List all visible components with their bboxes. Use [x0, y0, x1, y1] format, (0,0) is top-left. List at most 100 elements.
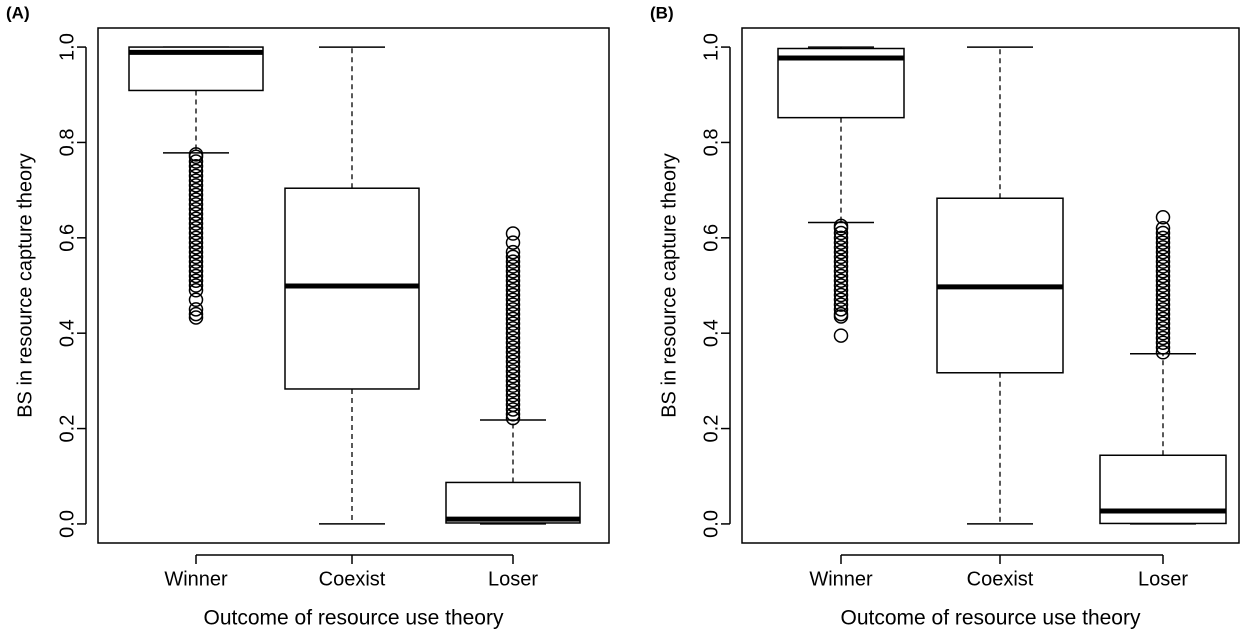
outlier: [505, 316, 521, 331]
outlier: [188, 225, 204, 241]
outlier: [188, 310, 204, 325]
outlier: [1155, 221, 1171, 236]
outlier: [505, 254, 521, 269]
outlier: [188, 268, 204, 284]
outlier: [188, 292, 204, 308]
outlier: [188, 221, 204, 236]
x-tick-label: Winner: [809, 568, 873, 590]
outlier: [833, 249, 849, 265]
outlier: [1155, 273, 1171, 288]
outlier: [1155, 302, 1171, 317]
outlier: [505, 249, 521, 265]
x-axis-label: Outcome of resource use theory: [204, 607, 504, 630]
outlier: [505, 330, 521, 346]
y-tick-label: 0.0: [700, 510, 722, 538]
outlier: [188, 173, 204, 188]
outlier: [833, 268, 849, 284]
outlier: [505, 407, 521, 422]
outlier: [1155, 268, 1171, 284]
y-tick-label: 1.0: [56, 33, 78, 61]
outlier: [833, 292, 849, 308]
outlier: [188, 187, 204, 203]
outlier: [1155, 254, 1171, 269]
outlier: [188, 254, 204, 269]
box: [445, 481, 581, 524]
outlier: [505, 402, 521, 417]
box: [284, 187, 420, 390]
y-axis-label: BS in resource capture theory: [14, 153, 36, 418]
outlier: [188, 240, 204, 255]
outlier: [188, 306, 204, 322]
outlier: [188, 283, 204, 298]
outlier: [833, 302, 849, 317]
y-tick-label: 0.0: [56, 510, 78, 538]
outlier: [833, 235, 849, 250]
outlier: [505, 311, 521, 327]
outlier: [833, 297, 849, 312]
outlier: [505, 392, 521, 408]
outlier: [833, 287, 849, 303]
outlier: [1155, 345, 1171, 360]
outlier: [505, 297, 521, 312]
outlier: [1155, 210, 1171, 225]
outlier: [188, 182, 204, 198]
plot-frame: [741, 27, 1240, 544]
outlier: [505, 268, 521, 284]
y-tick-label: 0.6: [700, 224, 722, 252]
outlier: [1155, 249, 1171, 265]
outlier: [1155, 283, 1171, 298]
outlier: [1155, 311, 1171, 327]
outlier: [505, 306, 521, 322]
outlier: [188, 230, 204, 246]
outlier: [188, 197, 204, 212]
outlier: [505, 349, 521, 365]
outlier: [505, 378, 521, 393]
outlier: [188, 259, 204, 274]
outlier: [833, 263, 849, 279]
outlier: [188, 163, 204, 179]
outlier: [188, 278, 204, 293]
outlier: [188, 192, 204, 207]
outlier: [188, 201, 204, 217]
outlier: [1155, 235, 1171, 250]
outlier: [505, 368, 521, 384]
x-axis-label: Outcome of resource use theory: [841, 607, 1141, 630]
outlier: [505, 359, 521, 374]
outlier: [505, 263, 521, 279]
x-tick-label: Winner: [164, 568, 228, 590]
outlier: [1155, 292, 1171, 308]
outlier: [188, 168, 204, 184]
outlier: [188, 302, 204, 317]
outlier: [505, 226, 521, 241]
x-tick-label: Coexist: [967, 568, 1034, 590]
outlier: [833, 244, 849, 260]
outlier: [505, 335, 521, 350]
outlier: [505, 235, 521, 250]
y-tick-label: 0.2: [700, 415, 722, 443]
outlier: [505, 345, 521, 360]
outlier: [188, 178, 204, 193]
y-tick-label: 0.4: [700, 319, 722, 347]
outlier: [188, 154, 204, 169]
outlier: [505, 273, 521, 288]
outlier: [188, 216, 204, 231]
x-tick-label: Loser: [488, 568, 538, 590]
outlier: [1155, 225, 1171, 241]
outlier: [1155, 340, 1171, 355]
y-tick-label: 0.6: [56, 224, 78, 252]
plot-frame: [97, 27, 610, 544]
outlier: [188, 249, 204, 265]
y-tick-label: 0.4: [56, 319, 78, 347]
x-tick-label: Coexist: [319, 568, 386, 590]
outlier: [1155, 259, 1171, 274]
outlier: [1155, 316, 1171, 331]
outlier: [1155, 287, 1171, 303]
outlier: [505, 340, 521, 355]
outlier: [833, 230, 849, 246]
outlier: [188, 263, 204, 279]
outlier: [188, 273, 204, 288]
outlier: [1155, 330, 1171, 346]
outlier: [188, 159, 204, 174]
outlier: [505, 321, 521, 336]
